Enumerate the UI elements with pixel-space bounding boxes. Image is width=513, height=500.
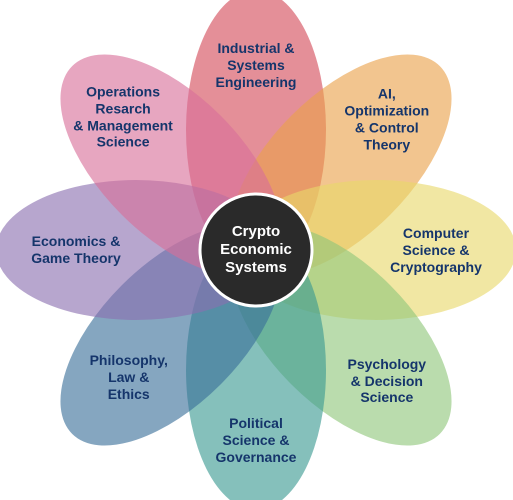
petals-svg <box>0 0 513 500</box>
flower-venn-diagram: Industrial & Systems EngineeringAI, Opti… <box>0 0 513 500</box>
center-circle <box>200 194 312 306</box>
